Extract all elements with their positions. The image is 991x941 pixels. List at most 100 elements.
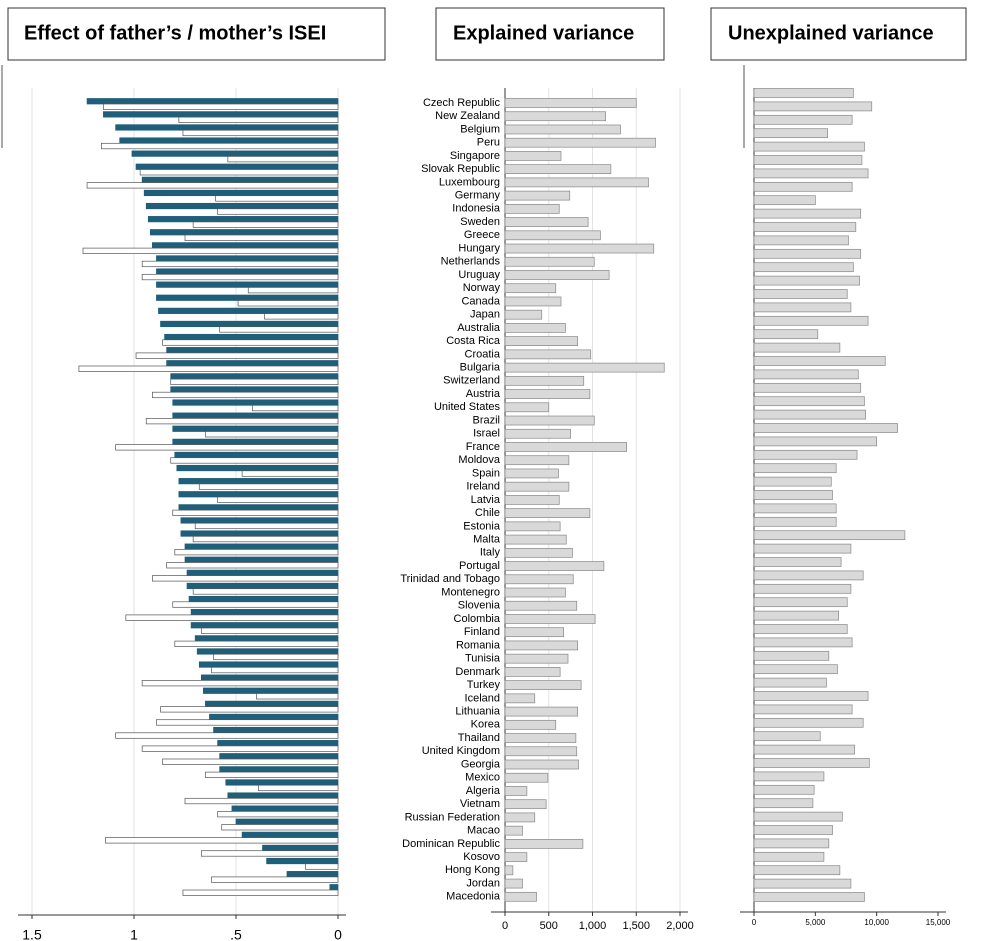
bar: [504, 600, 578, 611]
bar: [753, 878, 852, 889]
y-tick-label: Portugal: [459, 560, 500, 572]
bar: [753, 771, 825, 782]
bar: [264, 313, 339, 320]
bar: [753, 557, 842, 567]
bar: [149, 229, 339, 236]
bar: [753, 811, 843, 822]
y-tick-label: Korea: [471, 719, 501, 731]
bar: [753, 262, 854, 273]
y-tick-label: Brazil: [472, 414, 500, 426]
bar: [504, 428, 571, 439]
y-tick-label: Colombia: [454, 613, 501, 625]
bar: [504, 362, 665, 373]
bar: [156, 719, 339, 726]
bar: [504, 468, 559, 479]
bar: [156, 268, 339, 275]
bar: [178, 116, 339, 123]
bar: [200, 674, 339, 681]
y-tick-label: Moldova: [458, 454, 500, 466]
bar: [172, 601, 339, 608]
x-tick-label: 2,000: [666, 920, 694, 932]
y-tick-label: United States: [434, 401, 501, 413]
bar: [504, 719, 557, 730]
bar: [753, 302, 852, 313]
x-tick-label: 1,500: [622, 920, 650, 932]
bar: [198, 661, 339, 668]
bar: [145, 202, 339, 210]
bar: [504, 852, 528, 862]
y-tick-label: Austria: [466, 388, 501, 400]
y-tick-label: United Kingdom: [422, 745, 500, 757]
bar: [753, 275, 860, 286]
y-tick-label: Germany: [455, 190, 501, 202]
bar: [753, 717, 864, 728]
bar: [504, 203, 560, 214]
bar: [217, 496, 339, 503]
bar: [78, 365, 339, 372]
y-tick-label: Tunisia: [465, 653, 501, 665]
bar: [753, 342, 841, 353]
bar: [200, 627, 339, 634]
bar: [504, 508, 591, 518]
y-tick-label: Israel: [473, 428, 500, 440]
bar: [182, 129, 339, 137]
bar: [194, 522, 339, 530]
bar: [170, 373, 339, 380]
bar: [504, 574, 574, 585]
bar: [188, 595, 339, 603]
y-tick-label: Slovak Republic: [421, 163, 500, 175]
bar: [227, 792, 339, 799]
bar: [753, 396, 865, 407]
title-box: [435, 7, 665, 61]
bar: [219, 766, 339, 773]
bar: [115, 732, 339, 739]
bar: [753, 798, 814, 809]
bar: [221, 824, 339, 831]
bar: [103, 111, 339, 118]
title-box: [710, 7, 967, 61]
bar: [504, 680, 582, 690]
bar: [504, 217, 589, 227]
bar: [753, 208, 862, 219]
y-tick-label: Peru: [477, 137, 500, 149]
y-tick-label: Algeria: [466, 785, 501, 797]
bar: [504, 283, 557, 294]
bar: [753, 758, 870, 768]
y-tick-label: Costa Rica: [446, 335, 501, 347]
bar: [753, 101, 873, 112]
bar: [504, 561, 605, 571]
bar: [504, 124, 621, 135]
bar: [156, 281, 339, 288]
x-tick-label: 1.5: [22, 927, 42, 941]
bar: [152, 575, 339, 582]
bar: [504, 177, 649, 188]
y-tick-label: Macedonia: [446, 891, 501, 903]
bar: [753, 289, 848, 299]
bar: [753, 691, 869, 701]
y-tick-label: Mexico: [465, 772, 500, 784]
y-tick-label: Croatia: [465, 348, 501, 360]
bar: [231, 805, 339, 812]
y-tick-label: Dominican Republic: [402, 838, 500, 850]
bar: [247, 287, 339, 294]
y-tick-label: Luxembourg: [439, 176, 500, 188]
bar: [152, 242, 339, 249]
bar: [186, 569, 339, 576]
bar: [141, 680, 339, 687]
bar: [753, 865, 841, 876]
bar: [305, 863, 339, 870]
bar: [180, 517, 339, 524]
bar: [504, 786, 528, 796]
bar: [174, 451, 339, 459]
bar: [504, 98, 637, 108]
bar: [219, 326, 339, 333]
bar: [753, 463, 837, 474]
bar: [753, 624, 848, 634]
bar: [504, 891, 537, 902]
bar: [753, 490, 833, 500]
bar: [753, 88, 854, 98]
title-box: [7, 7, 386, 61]
bar: [504, 839, 584, 849]
y-tick-label: Sweden: [460, 216, 500, 228]
y-tick-label: Iceland: [465, 692, 500, 704]
